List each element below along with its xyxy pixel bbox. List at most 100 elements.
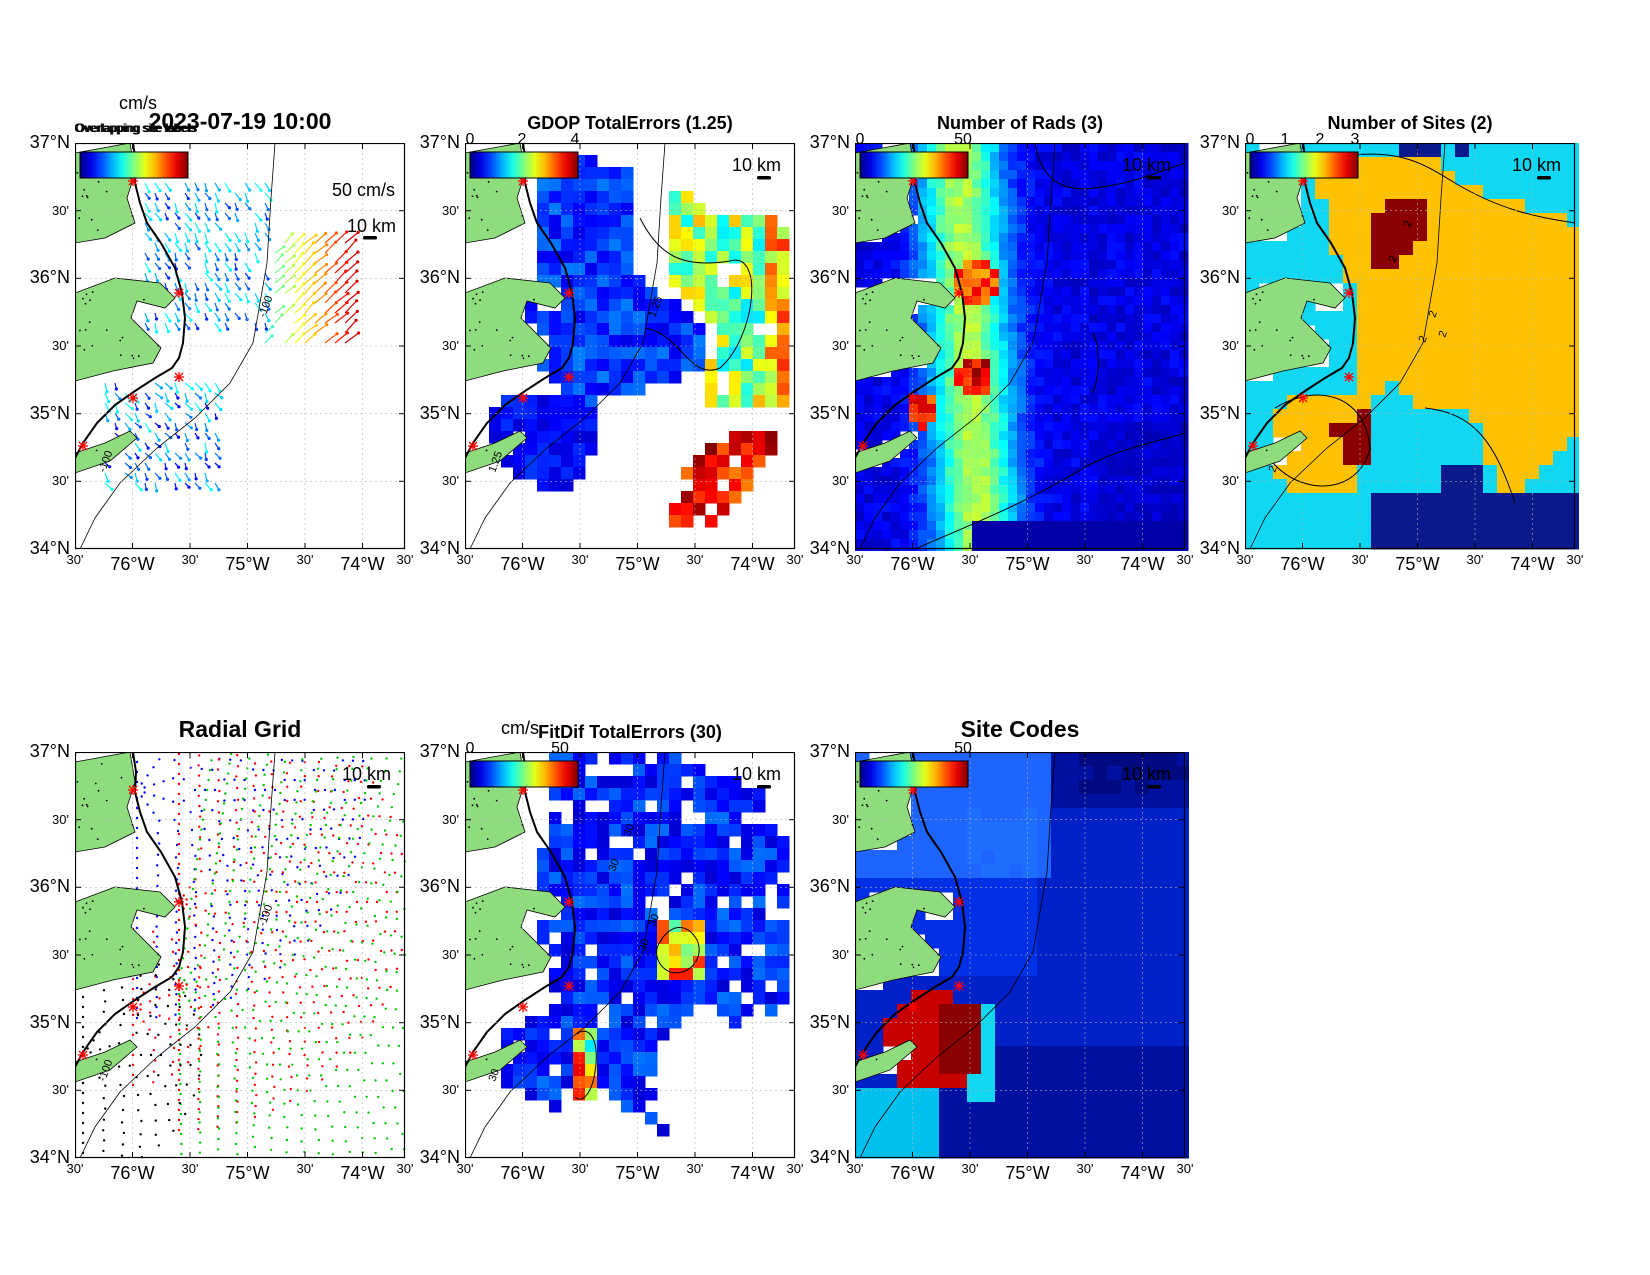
fitdif-cell [549,824,562,837]
fitdif-cell [753,860,766,873]
rads-cell [1107,548,1117,551]
rads-cell [1035,494,1045,504]
rads-cell [1170,206,1180,216]
radial-point [233,858,236,861]
fitdif-cell [585,920,598,933]
fitdif-cell [609,752,622,765]
sites-cell [1539,493,1554,508]
radial-point [199,1005,203,1009]
rads-cell [1098,530,1108,540]
rads-cell [1152,512,1162,522]
rads-cell [1152,548,1162,551]
rads-cell [1098,368,1108,378]
radial-point [152,811,155,814]
rads-cell [1152,278,1162,288]
rads-cell [909,233,919,243]
fitdif-cell [597,920,610,933]
rads-cell [1044,422,1054,432]
gdop-cell [585,311,598,324]
rads-cell [1170,314,1180,324]
radial-point [275,911,278,914]
fitdif-cell [729,908,742,921]
rads-cell [963,395,973,405]
rads-cell [963,386,973,396]
sites-cell [1567,213,1579,228]
rads-cell [1035,530,1045,540]
radial-point [360,825,364,828]
fitdif-cell [741,932,754,945]
rads-cell [1179,368,1189,378]
rads-cell [1062,143,1072,153]
rads-cell [999,242,1009,252]
gdop-cell [705,359,718,372]
fitdif-cell [777,980,790,993]
sites-cell [1455,479,1470,494]
axis-tick-label: 35°N [809,402,850,423]
sites-cell [1357,157,1372,172]
radial-point [81,1081,85,1085]
rads-cell [1152,503,1162,513]
rads-cell [1179,260,1189,270]
fitdif-cell [705,908,718,921]
panel-title: 2023-07-19 10:00 [148,108,332,134]
rads-cell [1152,359,1162,369]
sites-cell [1553,311,1568,326]
radial-point [177,998,181,1002]
radial-point [370,757,373,760]
sites-cell [1399,241,1414,256]
contour-label: 30 [647,912,662,928]
radial-point [158,819,161,822]
radial-point [394,844,397,847]
sites-cell [1511,395,1526,410]
sites-cell [1511,423,1526,438]
rads-cell [1062,197,1072,207]
rads-cell [1179,413,1189,423]
rads-cell [936,485,946,495]
radial-point [224,911,227,914]
sites-cell [1455,465,1470,480]
rads-cell [999,485,1009,495]
rads-cell [1170,278,1180,288]
rads-cell [981,197,991,207]
radial-point [182,894,185,897]
radial-point [299,1001,302,1004]
rads-cell [1017,242,1027,252]
radial-point [253,921,256,924]
sites-cell [1315,381,1330,396]
radial-point [341,818,345,821]
radial-point [369,1004,373,1007]
rads-cell [927,197,937,207]
rads-cell [1044,521,1054,531]
gdop-cell [753,359,766,372]
sites-cell [1539,437,1554,452]
gdop-cell [729,239,742,252]
gdop-cell [741,467,754,480]
gdop-cell [561,431,574,444]
sites-cell [1483,213,1498,228]
sites-cell [1567,171,1579,186]
gdop-cell [717,335,730,348]
rads-cell [1098,422,1108,432]
rads-cell [1179,224,1189,234]
radial-point [190,897,193,901]
radial-point [169,1043,172,1046]
rads-cell [1026,539,1036,549]
rads-cell [918,422,928,432]
radial-point [309,832,312,836]
fitdif-cell [657,788,670,801]
sites-cell [1301,255,1316,270]
radial-point [177,752,181,756]
radial-point [285,1151,288,1154]
rads-cell [927,494,937,504]
radial-point [223,934,226,937]
sites-cell [1287,507,1302,522]
rads-cell [927,242,937,252]
rads-cell [972,152,982,162]
radial-point [198,1033,201,1036]
radial-point [236,1003,240,1006]
radial-point [136,1013,140,1017]
fitdif-cell [573,956,586,969]
rads-cell [1170,224,1180,234]
rads-cell [972,467,982,477]
